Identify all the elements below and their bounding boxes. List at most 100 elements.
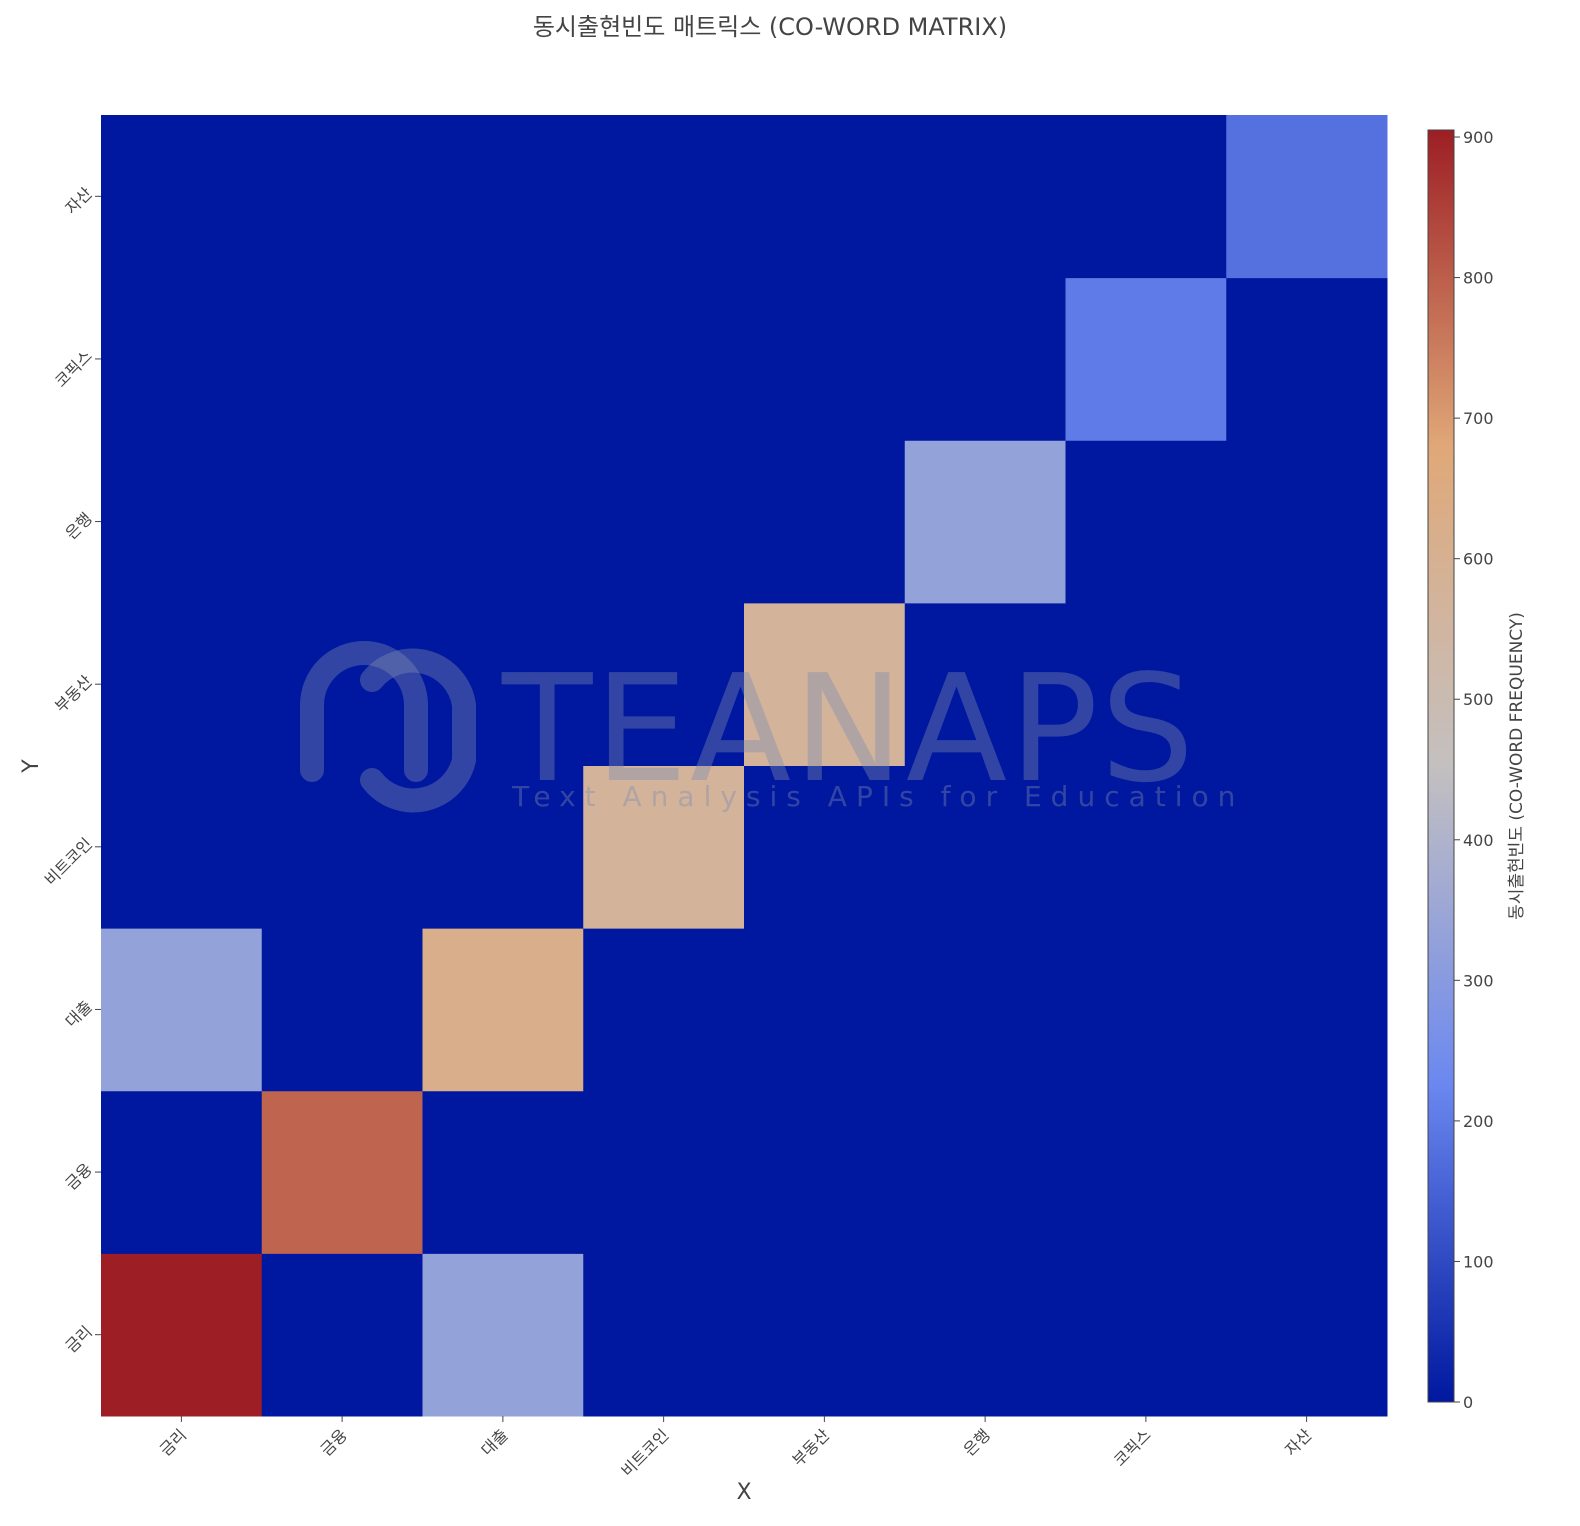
heatmap-cell [261,277,423,441]
heatmap-cell [744,765,906,929]
colorbar-tick-label: 300 [1463,971,1494,990]
heatmap-cell [904,765,1066,929]
y-tick-label: 금융 [62,1159,96,1193]
heatmap-cell [904,602,1066,766]
heatmap-cell [583,1253,745,1417]
heatmap-cell [422,1090,584,1254]
y-tick-label: 금리 [62,1322,96,1356]
heatmap-cell [583,1090,745,1254]
heatmap-cell [583,440,745,604]
x-tick-label: 코픽스 [1110,1425,1155,1470]
heatmap-cell [583,602,745,766]
colorbar-tick-label: 400 [1463,831,1494,850]
y-tick-label: 은행 [62,509,96,543]
heatmap-cell [101,440,263,604]
y-axis-title: Y [19,759,44,774]
watermark-brand: TEANAPS [501,643,1196,815]
heatmap-cell [1065,1090,1227,1254]
y-tick-label: 자산 [62,184,96,218]
colorbar-title: 동시출현빈도 (CO-WORD FREQUENCY) [1507,612,1527,920]
heatmap-cell [422,602,584,766]
heatmap-cell [422,1253,584,1417]
heatmap-cell [904,1090,1066,1254]
watermark-tagline: Text Analysis APIs for Education [511,780,1244,813]
watermark-logo: TEANAPS Text Analysis APIs for Education [300,641,1244,815]
y-tick-label: 대출 [62,997,96,1031]
heatmap-cell [101,765,263,929]
heatmap-cell [1226,602,1388,766]
colorbar-tick-label: 600 [1463,550,1494,569]
heatmap-cell [1065,765,1227,929]
x-tick-label: 자산 [1281,1425,1315,1459]
x-axis-title: X [736,1480,751,1505]
heatmap-cells [101,115,1388,1417]
colorbar-tick-label: 100 [1463,1252,1494,1271]
x-tick-label: 비트코인 [617,1425,672,1480]
heatmap-cell [583,115,745,279]
heatmap-cell [1226,115,1388,279]
x-axis: 금리 금융 대출 비트코인 부동산 은행 코픽스 자산 [156,1416,1316,1480]
x-tick-label: 은행 [960,1425,994,1459]
heatmap-cell [1065,277,1227,441]
y-tick-label: 코픽스 [51,346,96,391]
colorbar-tick-label: 200 [1463,1112,1494,1131]
colorbar-tick-label: 0 [1463,1393,1473,1412]
y-tick-label: 부동산 [51,671,96,716]
heatmap-cell [101,1090,263,1254]
colorbar-tick-label: 700 [1463,409,1494,428]
heatmap-cell [744,928,906,1092]
heatmap-cell [744,277,906,441]
heatmap-cell [261,602,423,766]
heatmap-cell [904,277,1066,441]
heatmap-cell [422,440,584,604]
colorbar-ticks: 0 100 200 300 400 500 600 700 800 900 [1454,128,1494,1412]
heatmap-cell [1226,277,1388,441]
heatmap-cell [101,602,263,766]
heatmap-cell [744,115,906,279]
heatmap-cell [744,440,906,604]
heatmap-cell [1226,928,1388,1092]
colorbar-tick-label: 500 [1463,690,1494,709]
x-tick-label: 부동산 [789,1425,834,1470]
heatmap-cell [1065,928,1227,1092]
heatmap-cell [101,928,263,1092]
heatmap-cell [261,928,423,1092]
teanaps-logo-icon [300,641,476,813]
heatmap-cell [904,115,1066,279]
heatmap-cell [261,115,423,279]
heatmap-cell [1226,1253,1388,1417]
colorbar-tick-label: 800 [1463,269,1494,288]
y-tick-label: 비트코인 [41,834,96,889]
heatmap-cell [1065,115,1227,279]
heatmap-cell [101,115,263,279]
heatmap-cell [1226,1090,1388,1254]
heatmap-cell [261,1090,423,1254]
x-tick-label: 금리 [156,1425,190,1459]
heatmap-cell [583,928,745,1092]
x-tick-label: 금융 [317,1425,351,1459]
heatmap-cell [583,765,745,929]
heatmap-cell [904,928,1066,1092]
heatmap-cell [1065,440,1227,604]
heatmap-cell [583,277,745,441]
heatmap-cell [422,928,584,1092]
heatmap-cell [744,1090,906,1254]
chart-title: 동시출현빈도 매트릭스 (CO-WORD MATRIX) [533,13,1007,41]
heatmap-cell [904,1253,1066,1417]
x-tick-label: 대출 [477,1425,511,1459]
heatmap-cell [744,602,906,766]
heatmap-cell [422,277,584,441]
heatmap-cell [904,440,1066,604]
heatmap-cell [1065,1253,1227,1417]
colorbar-tick-label: 900 [1463,128,1494,147]
heatmap-cell [1226,440,1388,604]
heatmap-cell [744,1253,906,1417]
heatmap-cell [261,1253,423,1417]
heatmap-cell [1226,765,1388,929]
colorbar-gradient [1427,129,1455,1403]
colorbar: 0 100 200 300 400 500 600 700 800 900 동시출현빈도 (CO-… [1427,128,1527,1412]
heatmap-cell [261,765,423,929]
y-axis: 금리 금융 대출 비트코인 부동산 은행 코픽스 자산 [41,184,101,1356]
